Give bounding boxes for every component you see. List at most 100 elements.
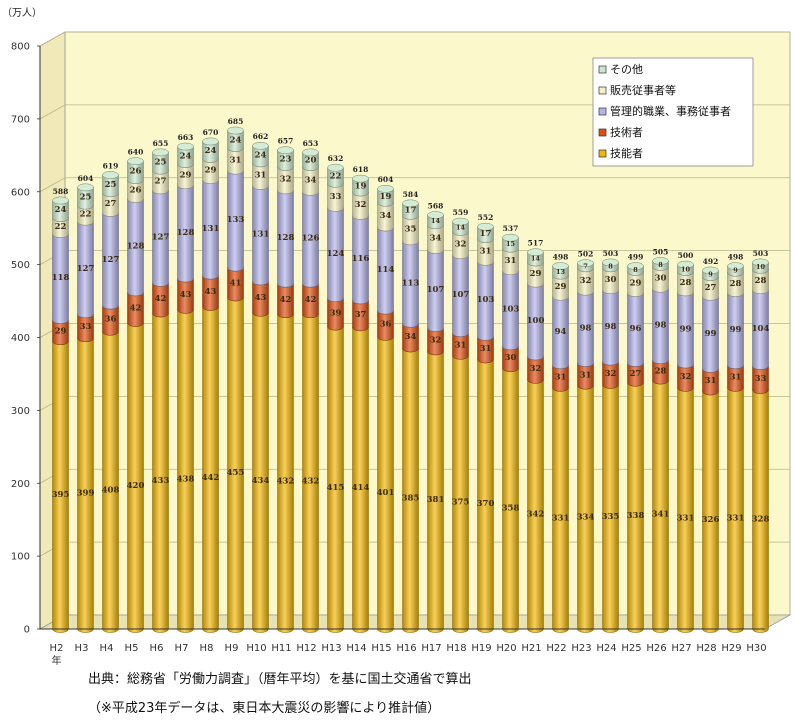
segment-value-label: 31	[230, 155, 242, 165]
bar-segment-cap	[77, 183, 94, 192]
bar-segment-cap	[427, 211, 444, 219]
total-value-label: 640	[128, 148, 144, 157]
bar-H20	[502, 233, 519, 633]
bar-segment	[302, 152, 319, 171]
total-value-label: 498	[553, 252, 569, 261]
bar-segment	[677, 364, 694, 392]
bar-segment	[352, 300, 369, 332]
bar-segment	[202, 275, 219, 311]
bar-segment	[52, 233, 69, 324]
segment-value-label: 338	[627, 511, 645, 521]
segment-value-label: 24	[180, 151, 192, 161]
segment-value-label: 381	[427, 495, 445, 505]
segment-value-label: 331	[727, 513, 745, 523]
bar-segment	[752, 289, 769, 370]
segment-value-label: 27	[155, 176, 167, 186]
segment-value-label: 33	[80, 322, 92, 332]
y-tick-label: 300	[11, 406, 30, 417]
segment-value-label: 32	[280, 175, 292, 185]
bar-segment	[102, 212, 119, 310]
bar-segment-cap	[502, 233, 519, 242]
segment-value-label: 24	[255, 151, 267, 161]
segment-value-label: 42	[130, 304, 142, 314]
segment-value-label: 127	[102, 255, 120, 265]
bar-segment	[727, 272, 744, 297]
bar-segment	[602, 384, 619, 633]
segment-value-label: 342	[527, 509, 545, 519]
segment-value-label: 99	[730, 325, 742, 335]
segment-value-label: 14	[456, 224, 466, 232]
bar-segment	[352, 178, 369, 197]
bar-segment	[402, 215, 419, 246]
segment-value-label: 32	[355, 200, 367, 210]
segment-value-label: 29	[180, 171, 192, 181]
bar-segment	[377, 227, 394, 315]
segment-value-label: 20	[305, 156, 317, 166]
total-value-label: 653	[303, 139, 319, 148]
bar-segment	[177, 163, 194, 190]
segment-value-label: 414	[352, 483, 370, 493]
bar-H8	[202, 137, 219, 633]
bar-segment	[452, 254, 469, 337]
segment-value-label: 39	[330, 308, 342, 318]
segment-value-label: 334	[577, 512, 595, 522]
bar-H3	[77, 183, 94, 633]
x-category-label: H9	[225, 643, 239, 654]
segment-value-label: 99	[705, 329, 717, 339]
bar-H21	[527, 248, 544, 633]
segment-value-label: 432	[302, 477, 320, 487]
legend-entry: 技術者	[610, 126, 643, 139]
segment-value-label: 98	[655, 320, 667, 330]
bar-segment	[452, 231, 469, 259]
segment-value-label: 24	[55, 205, 67, 215]
legend-swatch	[598, 149, 607, 158]
bar-segment	[427, 327, 444, 356]
bar-segment	[127, 322, 144, 633]
segment-value-label: 14	[431, 217, 441, 225]
segment-value-label: 32	[605, 369, 617, 379]
bar-H15	[377, 184, 394, 633]
segment-value-label: 100	[527, 316, 545, 326]
x-category-label: H24	[596, 643, 616, 654]
bar-H22	[552, 262, 569, 633]
segment-value-label: 408	[102, 485, 120, 495]
bar-segment	[677, 387, 694, 633]
segment-value-label: 133	[227, 215, 245, 225]
segment-value-label: 107	[427, 285, 445, 295]
x-category-label: H8	[200, 643, 214, 654]
bar-segment	[577, 362, 594, 390]
bar-segment	[77, 205, 94, 226]
segment-value-label: 31	[705, 376, 717, 386]
bar-segment-cap	[52, 196, 69, 205]
x-category-label: H10	[246, 643, 266, 654]
segment-value-label: 128	[127, 242, 145, 252]
bar-segment	[327, 183, 344, 212]
bar-segment	[102, 174, 119, 198]
x-category-label: H18	[446, 643, 466, 654]
bar-segment	[702, 368, 719, 396]
bar-H29	[727, 262, 744, 633]
bar-segment	[552, 275, 569, 301]
bar-segment-cap	[702, 266, 719, 275]
segment-value-label: 331	[552, 513, 570, 523]
bar-segment	[102, 192, 119, 217]
bar-segment	[152, 152, 169, 175]
segment-value-label: 116	[352, 254, 370, 264]
bar-segment	[577, 291, 594, 367]
x-category-label: H30	[746, 643, 766, 654]
bar-segment-cap	[552, 262, 569, 270]
bar-segment	[52, 340, 69, 633]
total-value-label: 502	[578, 250, 594, 259]
bar-segment	[727, 364, 744, 392]
bar-segment	[627, 382, 644, 633]
bar-segment-cap	[677, 260, 694, 269]
bar-segment	[752, 269, 769, 294]
legend-swatch	[598, 128, 607, 137]
bar-segment	[702, 276, 719, 301]
x-category-label: H17	[421, 643, 441, 654]
segment-value-label: 22	[80, 210, 92, 220]
segment-value-label: 30	[505, 353, 517, 363]
segment-value-label: 31	[255, 171, 267, 181]
segment-value-label: 34	[380, 211, 392, 221]
segment-value-label: 36	[380, 320, 392, 330]
